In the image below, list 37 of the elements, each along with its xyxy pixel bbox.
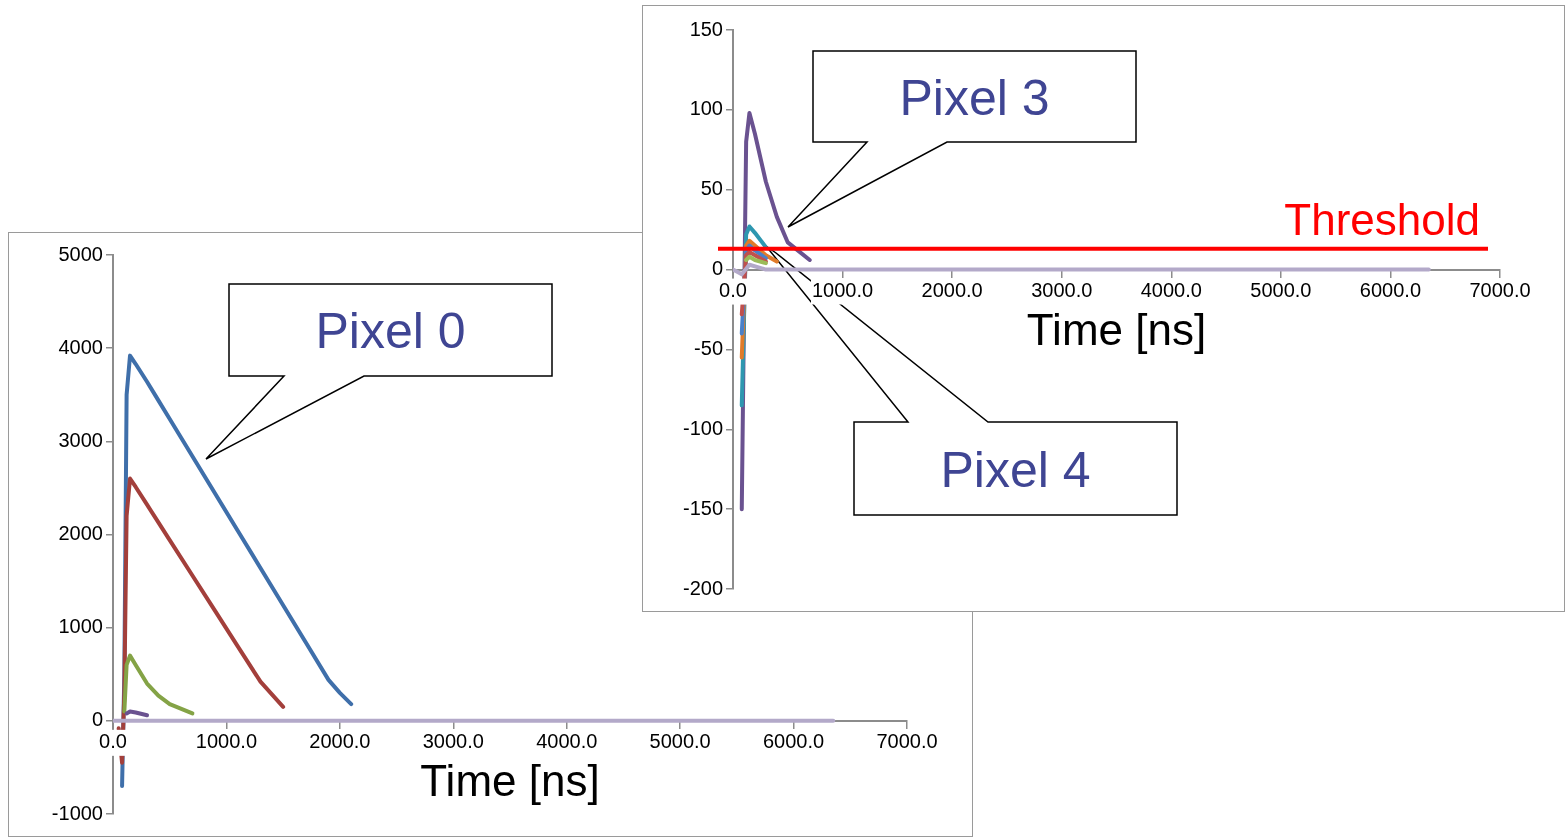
x-axis-title: Time [ns] [1026, 305, 1207, 355]
annotation: Pixel 0 [315, 303, 466, 359]
y-tick-label: 2000 [58, 522, 103, 545]
y-tick-label: -150 [682, 496, 723, 519]
y-tick-label: 50 [700, 177, 723, 200]
x-tick-label: 6000.0 [1359, 279, 1422, 302]
x-tick-label: 5000.0 [649, 730, 711, 753]
ref-line-label: Threshold [1284, 194, 1480, 244]
y-tick-label: 0 [91, 708, 103, 731]
y-tick-label: 1000 [58, 615, 103, 638]
y-tick-label: 3000 [58, 428, 103, 451]
annotation: Pixel 3 [899, 69, 1050, 126]
x-tick-label: 0.0 [719, 279, 747, 302]
y-tick-label: 0 [711, 257, 723, 280]
x-tick-label: 3000.0 [1031, 279, 1093, 302]
y-tick-label: 150 [689, 17, 723, 40]
x-axis-title: Time [ns] [420, 756, 600, 806]
x-tick-label: 4000.0 [1140, 279, 1202, 302]
x-tick-label: 2000.0 [309, 730, 371, 753]
x-tick-label: 6000.0 [762, 730, 825, 753]
y-tick-label: -200 [682, 576, 723, 599]
x-tick-label: 7000.0 [876, 730, 938, 753]
x-tick-label: 1000.0 [811, 279, 874, 302]
x-tick-label: 3000.0 [422, 730, 484, 753]
x-tick-label: 4000.0 [536, 730, 598, 753]
y-tick-label: -100 [682, 416, 723, 439]
x-tick-label: 0.0 [99, 730, 127, 753]
annotation: Pixel 4 [940, 441, 1091, 498]
y-tick-label: 4000 [58, 335, 103, 358]
x-tick-label: 1000.0 [195, 730, 258, 753]
y-tick-label: 5000 [58, 242, 103, 265]
y-tick-label: 100 [689, 97, 723, 120]
x-tick-label: 7000.0 [1469, 279, 1531, 302]
y-tick-label: -50 [694, 336, 723, 359]
x-tick-label: 5000.0 [1250, 279, 1312, 302]
x-tick-label: 2000.0 [921, 279, 983, 302]
y-tick-label: -1000 [51, 801, 103, 824]
